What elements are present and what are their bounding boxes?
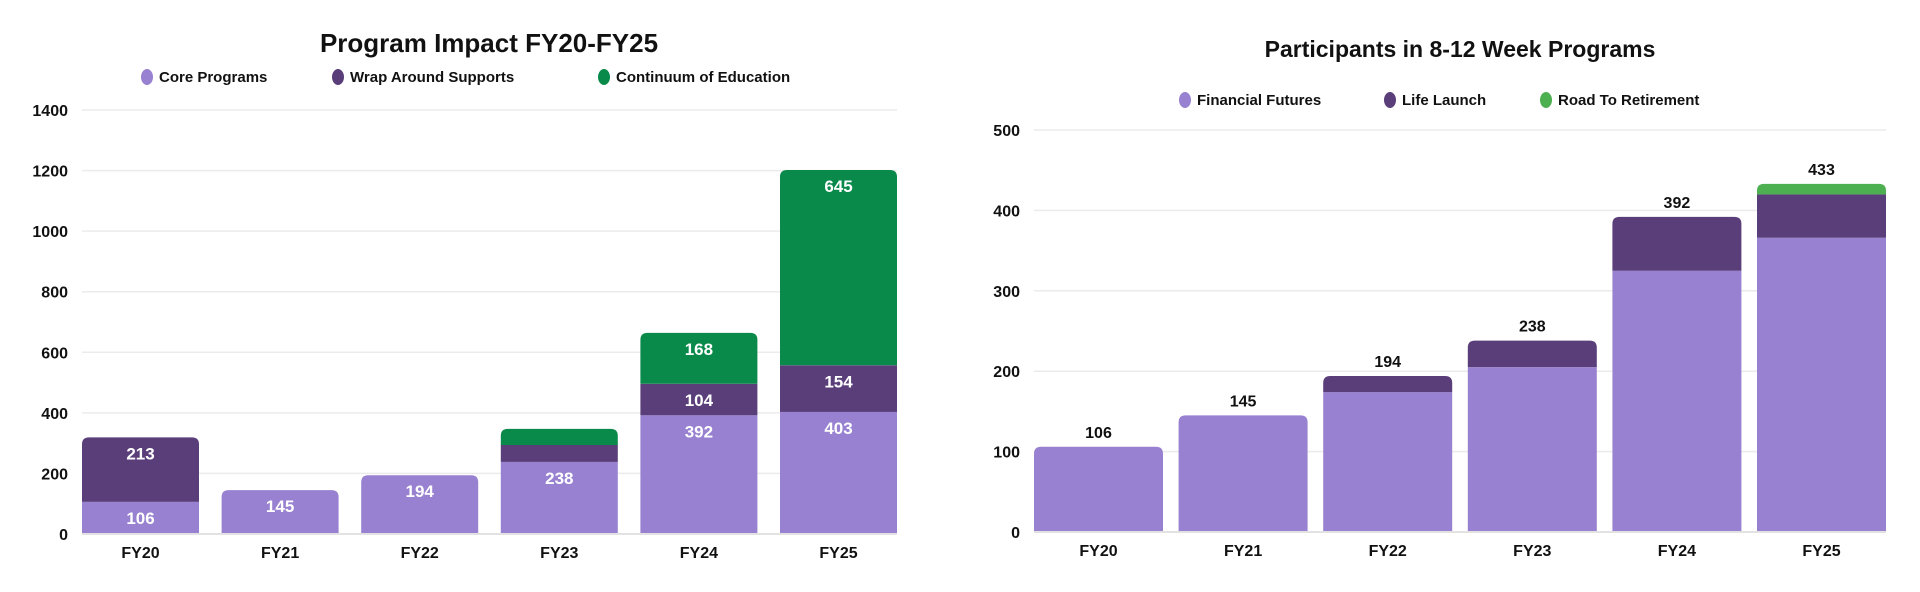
x-tick-label: FY20 [1079, 543, 1117, 560]
y-tick-label: 1000 [32, 224, 68, 241]
program-impact-chart: Program Impact FY20-FY25 Core Programs Wra… [32, 28, 897, 562]
legend-label-road-to-retirement: Road To Retirement [1558, 92, 1699, 109]
legend-label-wrap-around-supports: Wrap Around Supports [350, 69, 514, 86]
bar-fy23-financial-futures [1467, 367, 1597, 532]
bar-fy24-life-launch [1612, 216, 1742, 271]
x-tick-label: FY22 [401, 545, 439, 562]
bar-fy20-core-programs [82, 501, 199, 534]
chart-title: Participants in 8-12 Week Programs [1265, 36, 1656, 62]
legend-marker-core-programs [141, 69, 153, 85]
x-tick-label: FY25 [1802, 543, 1840, 560]
bar-fy25-life-launch [1757, 194, 1886, 238]
data-label: 145 [266, 497, 294, 516]
bar-fy22-core-programs [361, 475, 479, 534]
data-label: 645 [824, 177, 852, 196]
data-label: 392 [685, 422, 713, 441]
y-tick-label: 200 [41, 466, 68, 483]
legend-marker-financial-futures [1179, 92, 1191, 108]
bar-fy21-financial-futures [1178, 415, 1308, 532]
bar-fy24-continuum-of-education [640, 332, 758, 384]
total-label: 392 [1664, 195, 1691, 212]
participants-chart: Participants in 8-12 Week Programs Financ… [993, 36, 1886, 560]
legend-marker-life-launch [1384, 92, 1396, 108]
legend-label-life-launch: Life Launch [1402, 92, 1486, 109]
x-tick-label: FY22 [1369, 543, 1407, 560]
bar-fy25-continuum-of-education [780, 169, 897, 366]
y-tick-label: 300 [993, 284, 1020, 301]
bar-fy23-continuum-of-education [500, 428, 618, 445]
legend-label-continuum-of-education: Continuum of Education [616, 69, 790, 86]
y-tick-label: 400 [993, 203, 1020, 220]
y-tick-label: 1200 [32, 164, 68, 181]
data-label: 168 [685, 340, 713, 359]
bar-fy20-wrap-around-supports [82, 437, 199, 502]
bar-fy22-financial-futures [1323, 392, 1453, 532]
y-tick-label: 0 [59, 527, 68, 544]
bar-fy24-financial-futures [1612, 270, 1742, 532]
bar-fy25-financial-futures [1757, 237, 1886, 532]
bar-fy23-core-programs [500, 461, 618, 534]
data-label: 194 [406, 482, 435, 501]
chart-title: Program Impact FY20-FY25 [320, 28, 658, 58]
x-tick-label: FY21 [261, 545, 299, 562]
y-tick-label: 800 [41, 285, 68, 302]
bar-fy23-life-launch [1467, 340, 1597, 368]
y-tick-label: 500 [993, 123, 1020, 140]
data-label: 213 [126, 444, 154, 463]
data-label: 104 [685, 391, 714, 410]
bar-fy25-road-to-retirement [1757, 183, 1886, 195]
total-label: 194 [1374, 354, 1401, 371]
legend-marker-wrap-around-supports [332, 69, 344, 85]
bar-fy25-core-programs [780, 411, 897, 534]
y-tick-label: 400 [41, 406, 68, 423]
x-tick-label: FY23 [1513, 543, 1551, 560]
x-tick-label: FY24 [1658, 543, 1696, 560]
y-tick-label: 100 [993, 445, 1020, 462]
legend-label-financial-futures: Financial Futures [1197, 92, 1321, 109]
total-label: 238 [1519, 319, 1546, 336]
y-tick-label: 0 [1011, 525, 1020, 542]
x-tick-label: FY25 [819, 545, 857, 562]
legend-marker-road-to-retirement [1540, 92, 1552, 108]
bar-fy24-core-programs [640, 415, 758, 534]
y-tick-label: 200 [993, 364, 1020, 381]
bar-fy22-life-launch [1323, 376, 1453, 393]
bar-fy20-financial-futures [1034, 446, 1163, 532]
total-label: 145 [1230, 393, 1257, 410]
data-label: 106 [126, 509, 154, 528]
y-tick-label: 600 [41, 345, 68, 362]
x-tick-label: FY21 [1224, 543, 1262, 560]
x-tick-label: FY23 [540, 545, 578, 562]
legend-label-core-programs: Core Programs [159, 69, 267, 86]
total-label: 433 [1808, 162, 1835, 179]
data-label: 403 [824, 419, 852, 438]
legend-marker-continuum-of-education [598, 69, 610, 85]
bar-fy23-wrap-around-supports [500, 444, 618, 462]
data-label: 238 [545, 469, 573, 488]
data-label: 154 [824, 372, 853, 391]
bar-fy24-wrap-around-supports [640, 383, 758, 416]
total-label: 106 [1085, 425, 1112, 442]
bar-fy21-core-programs [221, 490, 339, 534]
x-tick-label: FY20 [121, 545, 159, 562]
bar-fy25-wrap-around-supports [780, 365, 897, 412]
x-tick-label: FY24 [680, 545, 718, 562]
y-tick-label: 1400 [32, 103, 68, 120]
